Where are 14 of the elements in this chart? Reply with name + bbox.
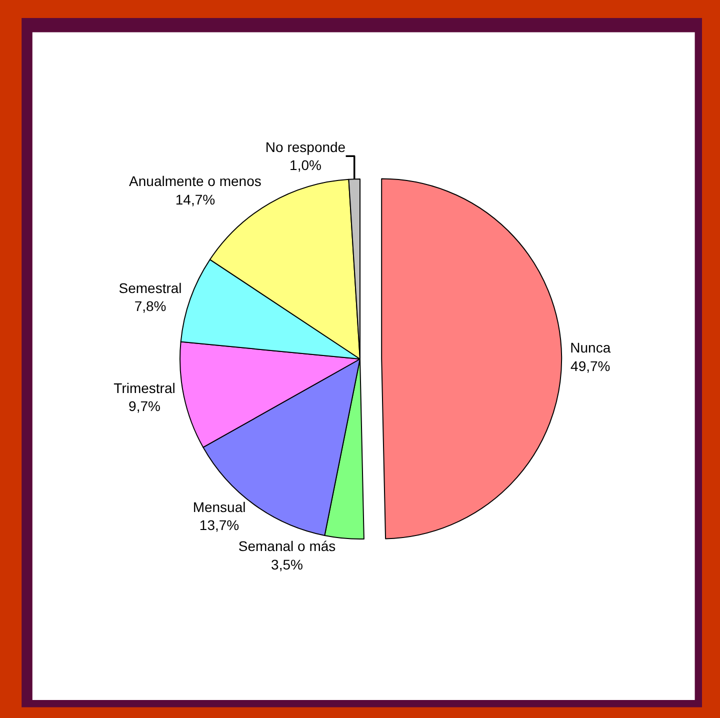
data-label: 7,8% (134, 298, 166, 314)
data-label: 3,5% (271, 556, 303, 572)
slice-label: Nunca (570, 340, 611, 356)
slice-label: Semanal o más (238, 538, 336, 554)
slice-label: Semestral (118, 280, 182, 296)
data-label: 1,0% (290, 157, 322, 174)
data-label: 13,7% (199, 516, 240, 533)
data-label: 49,7% (570, 358, 610, 374)
slice-label: No responde (265, 139, 346, 156)
data-label: 9,7% (128, 398, 160, 414)
slice-label: Anualmente o menos (129, 173, 262, 190)
slice-label: Mensual (192, 498, 246, 515)
slice-label: Trimestral (114, 380, 176, 396)
data-label: 14,7% (175, 191, 216, 208)
